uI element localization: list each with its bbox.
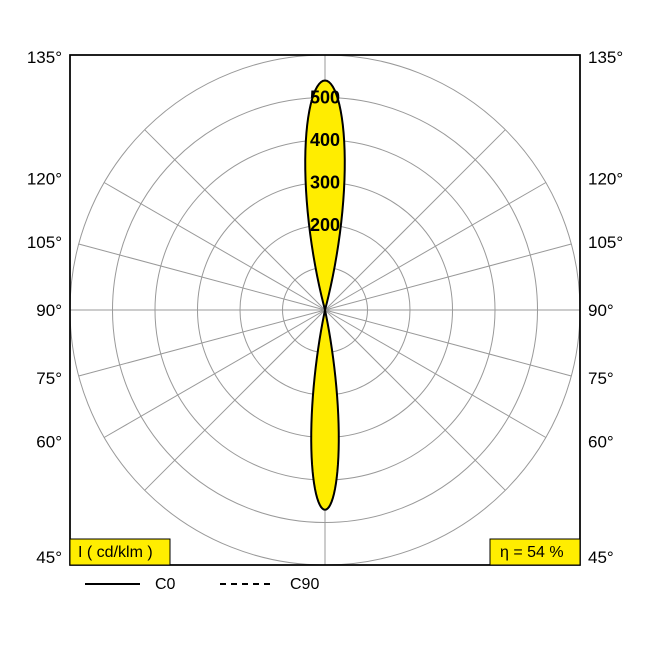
ring-label: 400 bbox=[310, 130, 340, 150]
angle-label-right: 120° bbox=[588, 170, 623, 189]
angle-label-right: 60° bbox=[588, 433, 614, 452]
angle-label-right: 75° bbox=[588, 369, 614, 388]
efficiency-label: η = 54 % bbox=[500, 544, 564, 561]
legend-c0-label: C0 bbox=[155, 576, 176, 593]
angle-label-right: 90° bbox=[588, 301, 614, 320]
angle-label-left: 75° bbox=[36, 369, 62, 388]
angle-label-left: 120° bbox=[27, 170, 62, 189]
angle-label-left: 45° bbox=[36, 548, 62, 567]
angle-label-right: 45° bbox=[588, 548, 614, 567]
angle-label-right: 105° bbox=[588, 233, 623, 252]
angle-label-left: 90° bbox=[36, 301, 62, 320]
unit-label: I ( cd/klm ) bbox=[78, 544, 153, 561]
polar-chart-svg: 200 300 400 500 45° 45° 60° 60° 75° 75° 90° 90° 105°… bbox=[0, 0, 650, 650]
ring-label: 300 bbox=[310, 173, 340, 193]
angle-label-left: 105° bbox=[27, 233, 62, 252]
legend-c90-label: C90 bbox=[290, 576, 319, 593]
polar-chart-container: 200 300 400 500 45° 45° 60° 60° 75° 75° 90° 90° 105°… bbox=[0, 0, 650, 650]
angle-label-left: 60° bbox=[36, 433, 62, 452]
ring-label: 500 bbox=[310, 88, 340, 108]
ring-label: 200 bbox=[310, 215, 340, 235]
angle-label-left: 135° bbox=[27, 48, 62, 67]
angle-label-right: 135° bbox=[588, 48, 623, 67]
